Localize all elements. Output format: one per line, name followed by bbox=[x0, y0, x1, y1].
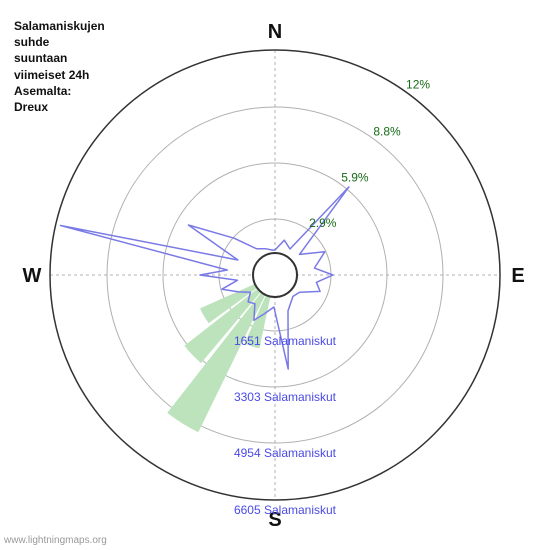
ring-label: 6605 Salamaniskut bbox=[234, 503, 337, 517]
pct-label: 8.8% bbox=[373, 124, 401, 138]
chart-title: Salamaniskujensuhdesuuntaanviimeiset 24h… bbox=[14, 18, 105, 115]
direction-wedge bbox=[167, 275, 275, 432]
pct-label: 5.9% bbox=[341, 170, 369, 184]
chart-hub bbox=[253, 253, 297, 297]
pct-label: 12% bbox=[406, 78, 430, 92]
cardinal-e: E bbox=[511, 265, 524, 287]
ring-label: 3303 Salamaniskut bbox=[234, 390, 337, 404]
cardinal-w: W bbox=[23, 265, 42, 287]
pct-label: 2.9% bbox=[309, 216, 337, 230]
cardinal-n: N bbox=[268, 21, 282, 43]
ring-label: 1651 Salamaniskut bbox=[234, 334, 337, 348]
source-footer: www.lightningmaps.org bbox=[4, 535, 107, 546]
ring-label: 4954 Salamaniskut bbox=[234, 446, 337, 460]
